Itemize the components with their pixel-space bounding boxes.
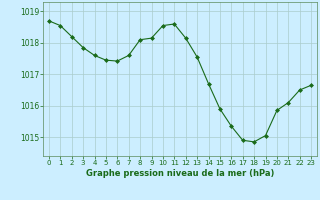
X-axis label: Graphe pression niveau de la mer (hPa): Graphe pression niveau de la mer (hPa) bbox=[86, 169, 274, 178]
